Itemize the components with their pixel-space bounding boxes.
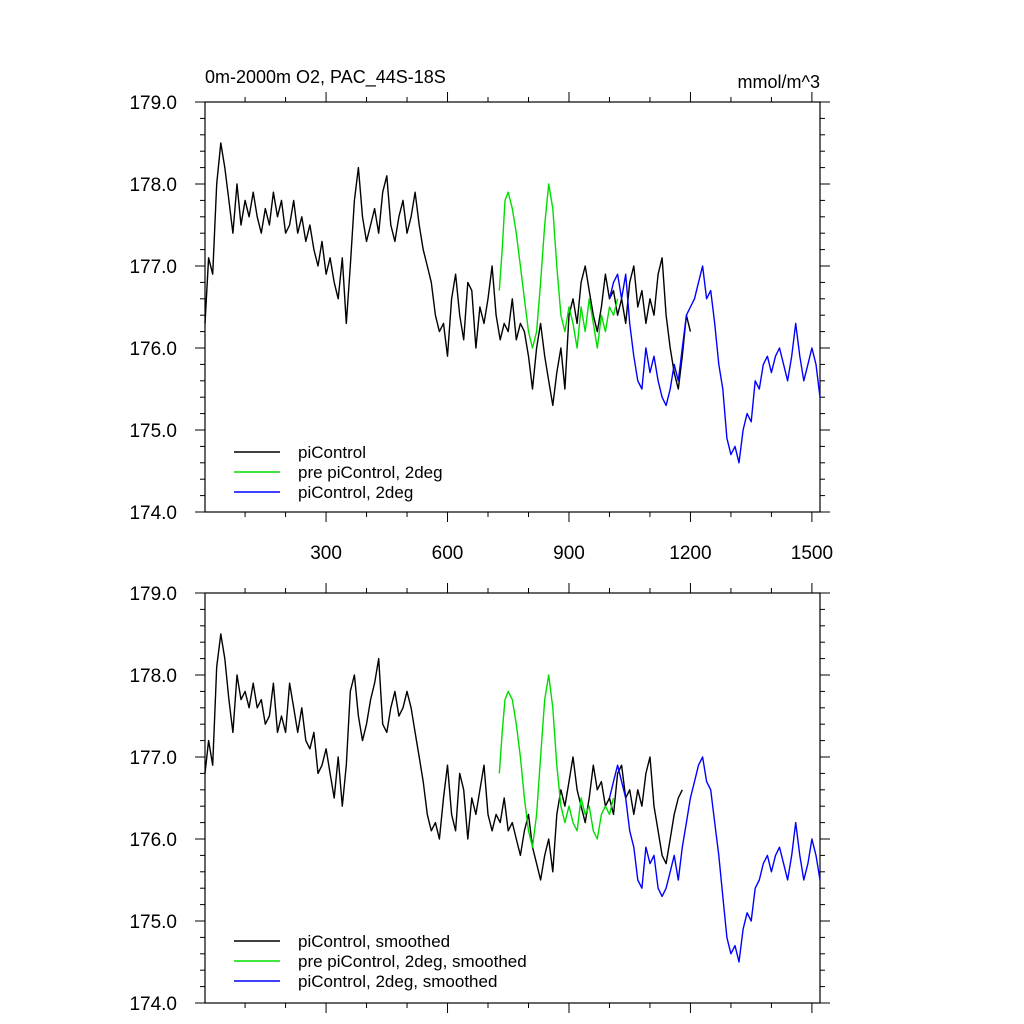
y-tick-label: 178.0 [129, 666, 177, 687]
series-line [204, 633, 683, 881]
legend-label: piControl [298, 443, 366, 462]
chart-title: 0m-2000m O2, PAC_44S-18S [205, 67, 446, 88]
y-tick-label: 176.0 [129, 830, 177, 851]
y-tick-label: 177.0 [129, 748, 177, 769]
y-tick-labels-bottom: 179.0 178.0 177.0 176.0 175.0 174.0 [129, 584, 177, 1015]
panel-bottom: 179.0 178.0 177.0 176.0 175.0 174.0 piControl… [129, 583, 830, 1015]
axis-ticks-top [195, 92, 830, 522]
series-line [498, 674, 615, 848]
y-tick-label: 174.0 [129, 994, 177, 1015]
units-label: mmol/m^3 [738, 72, 820, 92]
legend-label: piControl, smoothed [298, 932, 450, 951]
axis-ticks-bottom [195, 583, 830, 1013]
y-tick-label: 179.0 [129, 584, 177, 605]
legend-label: pre piControl, 2deg [298, 463, 443, 482]
y-tick-label: 177.0 [129, 257, 177, 278]
legend-label: piControl, 2deg, smoothed [298, 972, 497, 991]
panel-top: 0m-2000m O2, PAC_44S-18S mmol/m^3 179.01… [129, 67, 833, 564]
x-tick-label: 300 [310, 543, 342, 564]
series-group-bottom [204, 633, 821, 963]
y-tick-label: 179.0 [129, 93, 177, 114]
y-tick-label: 176.0 [129, 339, 177, 360]
x-tick-label: 1200 [669, 543, 711, 564]
series-line [608, 756, 821, 963]
series-line [608, 265, 821, 464]
y-tick-labels-top: 179.0 178.0 177.0 176.0 175.0 174.0 [129, 93, 177, 524]
x-tick-labels-top: 300 600 900 1200 1500 [310, 543, 833, 564]
y-tick-label: 178.0 [129, 175, 177, 196]
legend-label: pre piControl, 2deg, smoothed [298, 952, 527, 971]
y-tick-label: 175.0 [129, 421, 177, 442]
y-tick-label: 174.0 [129, 503, 177, 524]
series-line [498, 183, 619, 349]
plot-frame-bottom [204, 592, 821, 1004]
legend-label: piControl, 2deg [298, 483, 413, 502]
y-tick-label: 175.0 [129, 912, 177, 933]
plot-frame-top [204, 101, 821, 513]
x-tick-label: 1500 [791, 543, 833, 564]
x-tick-label: 600 [432, 543, 464, 564]
series-group-top [204, 142, 821, 464]
x-tick-label: 900 [553, 543, 585, 564]
